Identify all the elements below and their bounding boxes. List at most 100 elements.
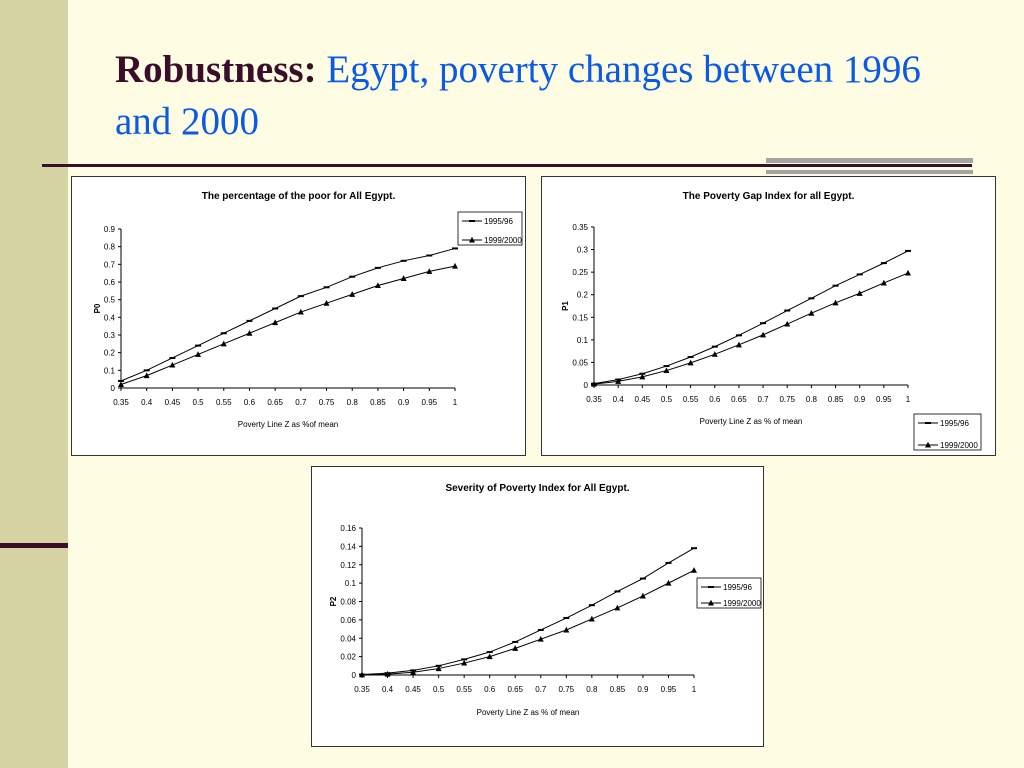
chart2-data-point	[639, 577, 646, 580]
chart1-y-tick-label: 0.05	[572, 358, 588, 367]
chart-p1: The Poverty Gap Index for all Egypt. 0 0.0…	[561, 191, 982, 451]
chart0-data-point	[400, 275, 407, 281]
chart2-data-point	[588, 615, 595, 622]
chart1-y-axis-label: P1	[561, 301, 570, 311]
chart1-y-tick-label: 0.15	[572, 313, 588, 322]
chart1-data-point	[832, 299, 839, 306]
chart0-x-tick-label: 0.55	[216, 398, 232, 407]
chart0-data-point	[400, 259, 407, 262]
chart1-x-tick-label: 0.7	[758, 395, 770, 404]
chart2-y-tick-label: 0.02	[340, 653, 356, 662]
chart0-y-tick-label: 0.5	[104, 296, 116, 305]
chart1-data-point	[760, 331, 767, 338]
chart2-data-point	[614, 590, 621, 593]
chart0-y-tick-label: 0.1	[104, 366, 116, 375]
chart-p2: Severity of Poverty Index for All Egypt.…	[329, 483, 762, 717]
chart2-x-tick-label: 0.95	[661, 685, 677, 694]
chart2-x-tick-label: 0.75	[559, 685, 575, 694]
chart2-data-point	[614, 604, 621, 611]
chart1-title: The Poverty Gap Index for all Egypt.	[683, 191, 855, 202]
chart2-legend-label: 1995/96	[723, 583, 752, 592]
chart0-data-point	[169, 356, 176, 359]
chart2-data-point	[563, 626, 570, 633]
chart0-data-point	[272, 319, 279, 326]
chart2-title: Severity of Poverty Index for All Egypt.	[445, 483, 629, 494]
chart2-data-point	[461, 659, 468, 666]
chart0-y-tick-label: 0.4	[104, 313, 116, 322]
chart0-plot: The percentage of the poor for All Egypt…	[93, 191, 523, 429]
chart1-data-point	[784, 309, 791, 312]
chart-p0: The percentage of the poor for All Egypt…	[93, 191, 523, 429]
chart1-data-point	[663, 365, 670, 368]
chart2-data-point	[537, 635, 544, 642]
chart0-legend-marker	[469, 220, 475, 222]
chart1-series-line	[593, 250, 909, 385]
chart0-data-point	[452, 262, 458, 269]
chart0-data-point	[195, 351, 202, 357]
chart1-data-point	[711, 345, 718, 348]
chart0-data-point	[143, 372, 150, 379]
chart0-x-tick-label: 0.9	[398, 398, 410, 407]
chart0-y-tick-label: 0	[111, 384, 116, 393]
chart1-data-point	[639, 373, 646, 380]
chart0-data-point	[297, 295, 304, 298]
chart0-x-tick-label: 0.35	[113, 398, 129, 407]
chart1-legend-marker	[925, 422, 931, 424]
chart0-x-tick-label: 0.7	[295, 398, 307, 407]
chart0-data-point	[349, 291, 356, 297]
chart1-data-point	[905, 269, 911, 276]
chart0-data-point	[143, 369, 150, 372]
chart2-data-point	[384, 670, 391, 677]
chart2-data-point	[639, 592, 646, 599]
chart0-legend: 1995/96 1999/2000	[457, 211, 523, 246]
chart2-y-tick-label: 0.08	[340, 598, 356, 607]
chart2-data-point	[486, 651, 493, 654]
chart1-x-tick-label: 0.6	[709, 395, 721, 404]
chart1-legend-label: 1995/96	[940, 419, 969, 428]
chart1-data-point	[735, 334, 742, 337]
chart0-y-tick-label: 0.3	[104, 331, 116, 340]
chart1-data-point	[711, 351, 718, 357]
chart0-data-point	[349, 275, 356, 278]
chart2-data-point	[537, 628, 544, 631]
chart1-legend-label: 1999/2000	[940, 441, 978, 450]
chart2-y-tick-label: 0.14	[340, 542, 356, 551]
chart0-title: The percentage of the poor for All Egypt…	[202, 191, 396, 202]
chart0-x-tick-label: 0.6	[244, 398, 256, 407]
chart2-data-point	[665, 579, 672, 586]
chart0-legend-label: 1995/96	[484, 217, 513, 226]
chart2-data-point	[461, 658, 468, 661]
chart1-y-tick-label: 0	[584, 381, 589, 390]
chart0-x-tick-label: 0.85	[370, 398, 386, 407]
chart1-legend-marker	[925, 441, 931, 448]
chart2-x-tick-label: 0.9	[637, 685, 649, 694]
chart2-data-point	[435, 665, 442, 672]
chart0-data-point	[452, 247, 458, 250]
chart1-series-line	[593, 272, 909, 385]
chart0-y-axis-label: P0	[93, 303, 102, 313]
chart1-x-tick-label: 0.8	[806, 395, 818, 404]
chart0-data-point	[272, 307, 279, 310]
slide-title-rest: Egypt, poverty changes between 1996 and …	[115, 48, 921, 143]
chart1-data-point	[808, 297, 815, 300]
chart2-x-tick-label: 0.45	[405, 685, 421, 694]
chart0-x-tick-label: 0.4	[141, 398, 153, 407]
chart1-data-point	[784, 320, 791, 327]
chart0-data-point	[220, 340, 227, 347]
chart0-x-tick-label: 0.65	[267, 398, 283, 407]
chart1-data-point	[856, 290, 863, 296]
chart2-y-tick-label: 0.06	[340, 616, 356, 625]
chart2-x-tick-label: 0.55	[456, 685, 472, 694]
chart2-y-tick-label: 0	[352, 671, 357, 680]
chart2-x-tick-label: 0.6	[484, 685, 496, 694]
chart0-x-tick-label: 0.95	[422, 398, 438, 407]
chart2-data-point	[410, 669, 417, 675]
title-accent-bar-2	[766, 170, 973, 174]
chart1-data-point	[808, 310, 815, 316]
chart0-data-point	[118, 379, 124, 382]
chart1-plot: The Poverty Gap Index for all Egypt. 0 0.0…	[561, 191, 982, 451]
slide-title-strong: Robustness:	[115, 48, 317, 91]
chart1-data-point	[905, 249, 911, 252]
chart0-data-point	[118, 381, 124, 387]
chart0-y-tick-label: 0.2	[104, 349, 116, 358]
